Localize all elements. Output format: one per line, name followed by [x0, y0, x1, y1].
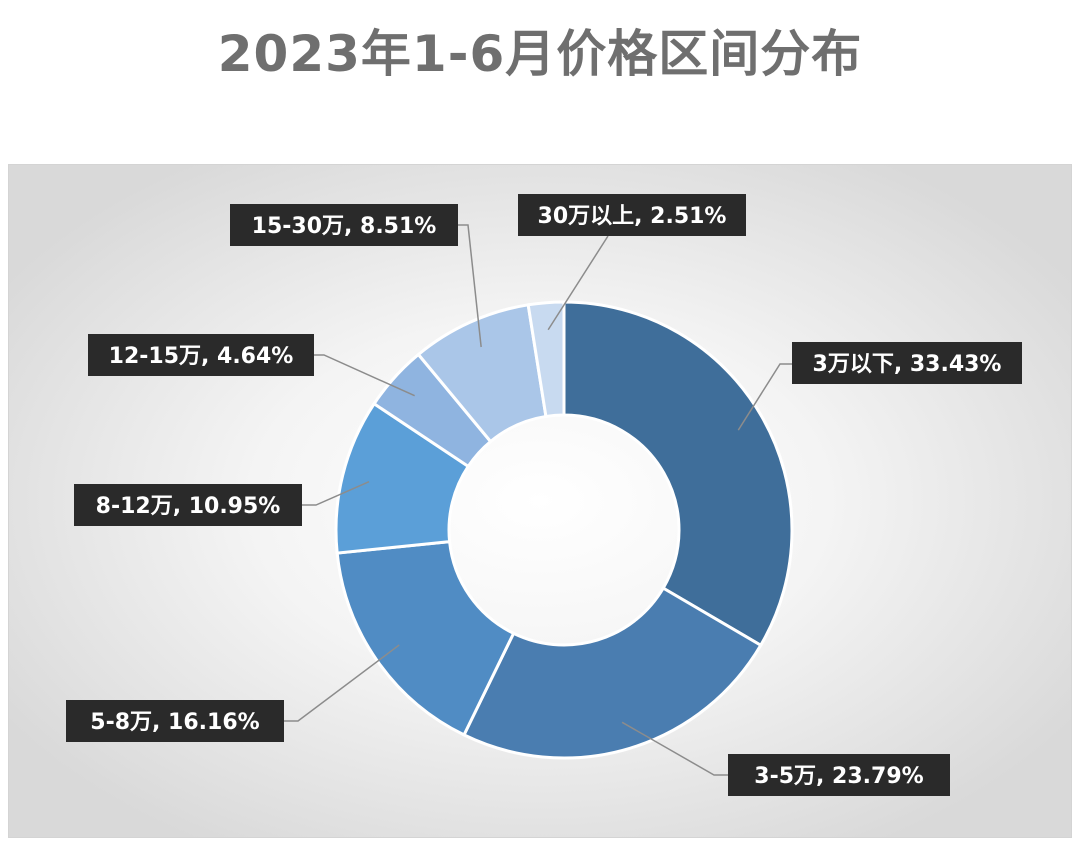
data-label-3万以下: 3万以下, 33.43%: [792, 342, 1022, 384]
leader-line-30万以上: [547, 235, 609, 331]
leader-line-12-15万: [314, 354, 415, 397]
leader-line-8-12万: [302, 481, 370, 506]
slice-5-8万: [335, 539, 516, 737]
data-label-text: 12-15万, 4.64%: [109, 344, 294, 369]
data-label-text: 15-30万, 8.51%: [252, 214, 437, 239]
leader-line-5-8万: [284, 644, 400, 722]
leader-line-3-5万: [621, 721, 728, 776]
data-label-3-5万: 3-5万, 23.79%: [728, 754, 950, 796]
data-label-text: 8-12万, 10.95%: [96, 494, 281, 519]
slice-30万以上: [526, 300, 566, 419]
leader-line-3万以下: [737, 363, 792, 431]
data-label-text: 5-8万, 16.16%: [90, 710, 259, 735]
data-label-text: 30万以上, 2.51%: [538, 204, 727, 229]
data-label-text: 3万以下, 33.43%: [813, 352, 1002, 377]
data-label-30万以上: 30万以上, 2.51%: [518, 194, 746, 236]
data-label-8-12万: 8-12万, 10.95%: [74, 484, 302, 526]
chart-title: 2023年1-6月价格区间分布: [217, 25, 863, 83]
data-label-text: 3-5万, 23.79%: [754, 764, 923, 789]
slice-3-5万: [461, 586, 763, 760]
data-label-15-30万: 15-30万, 8.51%: [230, 204, 458, 246]
data-label-5-8万: 5-8万, 16.16%: [66, 700, 284, 742]
slice-3万以下: [562, 300, 794, 648]
data-label-12-15万: 12-15万, 4.64%: [88, 334, 314, 376]
leader-line-15-30万: [458, 224, 482, 348]
